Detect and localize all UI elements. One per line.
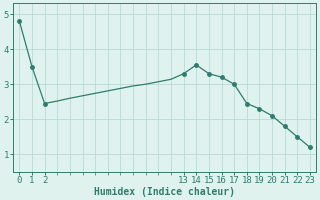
X-axis label: Humidex (Indice chaleur): Humidex (Indice chaleur) [94, 186, 235, 197]
